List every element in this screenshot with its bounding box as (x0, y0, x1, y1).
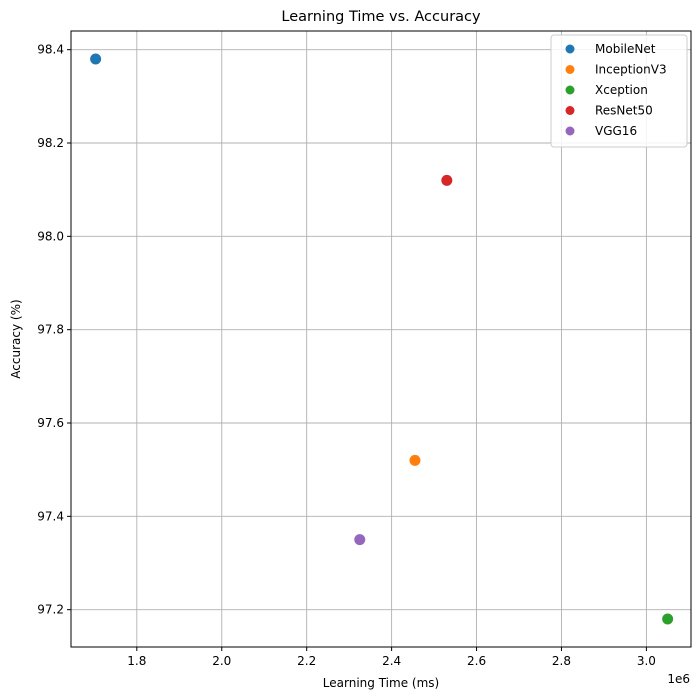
y-tick-label: 97.8 (37, 323, 64, 337)
data-point-inceptionv3 (409, 454, 421, 466)
data-points (90, 53, 674, 625)
legend-marker (565, 44, 575, 54)
x-tick-label: 2.2 (297, 654, 316, 668)
data-point-xception (662, 613, 674, 625)
legend-box (550, 34, 688, 148)
legend-label: MobileNet (595, 42, 656, 56)
plot-area-frame (70, 30, 692, 648)
x-tick-label: 2.4 (382, 654, 401, 668)
y-axis-label: Accuracy (%) (9, 299, 23, 378)
y-tick-label: 97.2 (37, 603, 64, 617)
data-point-resnet50 (441, 174, 453, 186)
legend-label: Xception (595, 83, 648, 97)
x-tick-label: 3.0 (637, 654, 656, 668)
x-axis-label: Learning Time (ms) (323, 676, 439, 690)
legend-marker (565, 65, 575, 74)
data-point-vgg16 (354, 534, 366, 546)
x-tick-label: 1.8 (127, 654, 146, 668)
x-axis-offset-label: 1e6 (667, 672, 690, 686)
y-tick-label: 98.4 (37, 43, 64, 57)
legend-label: InceptionV3 (595, 63, 667, 77)
legend-marker (565, 106, 575, 115)
data-point-mobilenet (90, 53, 102, 65)
grid-lines (71, 31, 691, 647)
axis-ticks: 1.8 2.0 2.2 2.4 2.6 2.8 3.0 97.2 97.4 97.6 97.8 98.… (37, 43, 656, 668)
y-tick-label: 97.6 (37, 416, 64, 430)
x-tick-label: 2.8 (552, 654, 571, 668)
y-tick-label: 98.2 (37, 136, 64, 150)
chart-title: Learning Time vs. Accuracy (281, 9, 481, 25)
x-tick-label: 2.6 (467, 654, 486, 668)
legend: MobileNet InceptionV3 Xception ResNet50 VGG1… (550, 34, 688, 148)
x-tick-label: 2.0 (212, 654, 231, 668)
y-tick-label: 98.0 (37, 229, 64, 243)
y-tick-label: 97.4 (37, 509, 64, 523)
legend-marker (565, 126, 575, 136)
legend-marker (565, 85, 575, 95)
legend-label: ResNet50 (595, 104, 653, 118)
legend-label: VGG16 (595, 124, 637, 138)
